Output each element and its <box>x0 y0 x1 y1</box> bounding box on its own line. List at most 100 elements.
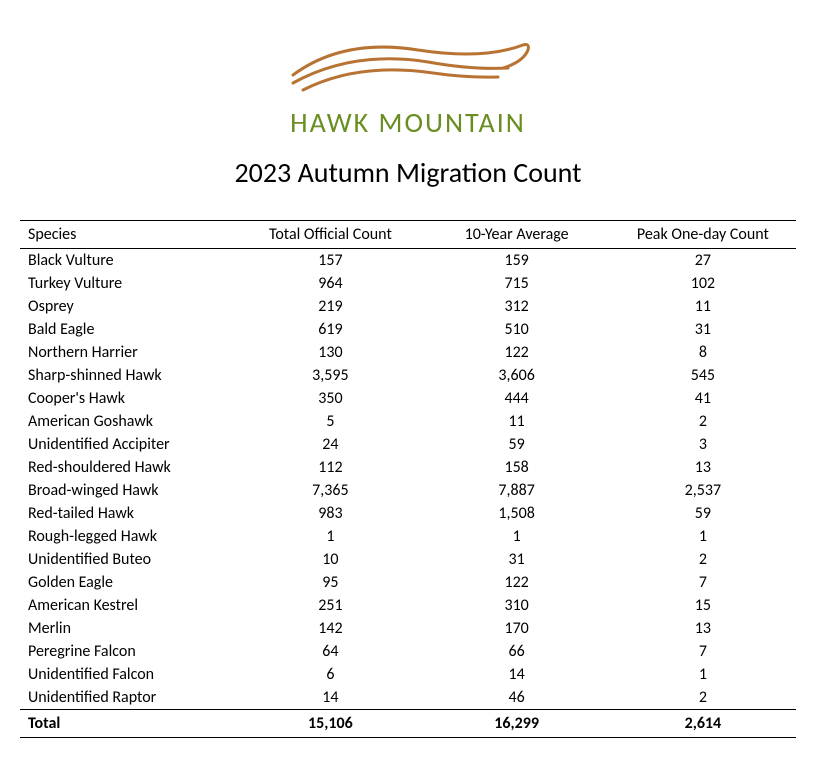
logo-text: HAWK MOUNTAIN <box>20 105 796 140</box>
cell-peak: 13 <box>610 617 796 640</box>
cell-species: Unidentified Raptor <box>20 686 237 710</box>
table-row: Black Vulture15715927 <box>20 249 796 273</box>
cell-species: Sharp-shinned Hawk <box>20 364 237 387</box>
cell-avg: 170 <box>424 617 610 640</box>
cell-avg: 510 <box>424 318 610 341</box>
cell-total-peak: 2,614 <box>610 710 796 738</box>
cell-total-label: Total <box>20 710 237 738</box>
cell-avg: 1 <box>424 525 610 548</box>
table-row: Sharp-shinned Hawk3,5953,606545 <box>20 364 796 387</box>
table-row: Unidentified Raptor14462 <box>20 686 796 710</box>
cell-total: 10 <box>237 548 423 571</box>
cell-total: 964 <box>237 272 423 295</box>
table-row: Osprey21931211 <box>20 295 796 318</box>
col-header-species: Species <box>20 221 237 249</box>
col-header-avg: 10-Year Average <box>424 221 610 249</box>
cell-peak: 545 <box>610 364 796 387</box>
cell-total-avg: 16,299 <box>424 710 610 738</box>
cell-species: American Kestrel <box>20 594 237 617</box>
cell-peak: 102 <box>610 272 796 295</box>
cell-species: Turkey Vulture <box>20 272 237 295</box>
table-row: Red-tailed Hawk9831,50859 <box>20 502 796 525</box>
cell-avg: 158 <box>424 456 610 479</box>
cell-total: 251 <box>237 594 423 617</box>
cell-total: 1 <box>237 525 423 548</box>
cell-species: Cooper's Hawk <box>20 387 237 410</box>
table-row: Red-shouldered Hawk11215813 <box>20 456 796 479</box>
cell-peak: 2 <box>610 686 796 710</box>
table-row: Unidentified Buteo10312 <box>20 548 796 571</box>
cell-peak: 2 <box>610 410 796 433</box>
cell-total: 157 <box>237 249 423 273</box>
cell-species: Merlin <box>20 617 237 640</box>
cell-total: 64 <box>237 640 423 663</box>
migration-table: Species Total Official Count 10-Year Ave… <box>20 220 796 738</box>
cell-peak: 41 <box>610 387 796 410</box>
cell-total: 95 <box>237 571 423 594</box>
cell-avg: 310 <box>424 594 610 617</box>
cell-avg: 122 <box>424 341 610 364</box>
table-row: Bald Eagle61951031 <box>20 318 796 341</box>
table-row: Broad-winged Hawk7,3657,8872,537 <box>20 479 796 502</box>
col-header-total: Total Official Count <box>237 221 423 249</box>
cell-avg: 444 <box>424 387 610 410</box>
cell-peak: 31 <box>610 318 796 341</box>
cell-species: Northern Harrier <box>20 341 237 364</box>
table-total-row: Total15,10616,2992,614 <box>20 710 796 738</box>
cell-total: 130 <box>237 341 423 364</box>
cell-peak: 1 <box>610 663 796 686</box>
col-header-peak: Peak One-day Count <box>610 221 796 249</box>
table-row: Turkey Vulture964715102 <box>20 272 796 295</box>
cell-peak: 1 <box>610 525 796 548</box>
table-row: Cooper's Hawk35044441 <box>20 387 796 410</box>
table-row: American Goshawk5112 <box>20 410 796 433</box>
table-header-row: Species Total Official Count 10-Year Ave… <box>20 221 796 249</box>
cell-species: Osprey <box>20 295 237 318</box>
cell-peak: 7 <box>610 571 796 594</box>
cell-total: 14 <box>237 686 423 710</box>
cell-peak: 27 <box>610 249 796 273</box>
cell-species: Black Vulture <box>20 249 237 273</box>
cell-species: Unidentified Falcon <box>20 663 237 686</box>
cell-peak: 13 <box>610 456 796 479</box>
cell-avg: 31 <box>424 548 610 571</box>
cell-total: 350 <box>237 387 423 410</box>
cell-species: Rough-legged Hawk <box>20 525 237 548</box>
cell-total: 6 <box>237 663 423 686</box>
table-row: Unidentified Falcon6141 <box>20 663 796 686</box>
cell-avg: 14 <box>424 663 610 686</box>
cell-total: 24 <box>237 433 423 456</box>
table-row: Unidentified Accipiter24593 <box>20 433 796 456</box>
cell-peak: 11 <box>610 295 796 318</box>
cell-species: Golden Eagle <box>20 571 237 594</box>
cell-species: Unidentified Accipiter <box>20 433 237 456</box>
cell-peak: 2 <box>610 548 796 571</box>
table-row: Golden Eagle951227 <box>20 571 796 594</box>
cell-species: Red-shouldered Hawk <box>20 456 237 479</box>
cell-avg: 3,606 <box>424 364 610 387</box>
cell-avg: 715 <box>424 272 610 295</box>
cell-peak: 15 <box>610 594 796 617</box>
page-title: 2023 Autumn Migration Count <box>20 155 796 190</box>
cell-avg: 122 <box>424 571 610 594</box>
table-row: Northern Harrier1301228 <box>20 341 796 364</box>
cell-total: 142 <box>237 617 423 640</box>
table-row: American Kestrel25131015 <box>20 594 796 617</box>
cell-total: 983 <box>237 502 423 525</box>
cell-species: Bald Eagle <box>20 318 237 341</box>
cell-total: 112 <box>237 456 423 479</box>
cell-total: 3,595 <box>237 364 423 387</box>
cell-avg: 159 <box>424 249 610 273</box>
cell-peak: 2,537 <box>610 479 796 502</box>
cell-species: American Goshawk <box>20 410 237 433</box>
table-row: Peregrine Falcon64667 <box>20 640 796 663</box>
cell-avg: 11 <box>424 410 610 433</box>
cell-total: 5 <box>237 410 423 433</box>
cell-total: 619 <box>237 318 423 341</box>
logo-container: HAWK MOUNTAIN <box>20 20 796 140</box>
cell-avg: 59 <box>424 433 610 456</box>
cell-avg: 66 <box>424 640 610 663</box>
cell-peak: 7 <box>610 640 796 663</box>
cell-species: Unidentified Buteo <box>20 548 237 571</box>
table-row: Merlin14217013 <box>20 617 796 640</box>
